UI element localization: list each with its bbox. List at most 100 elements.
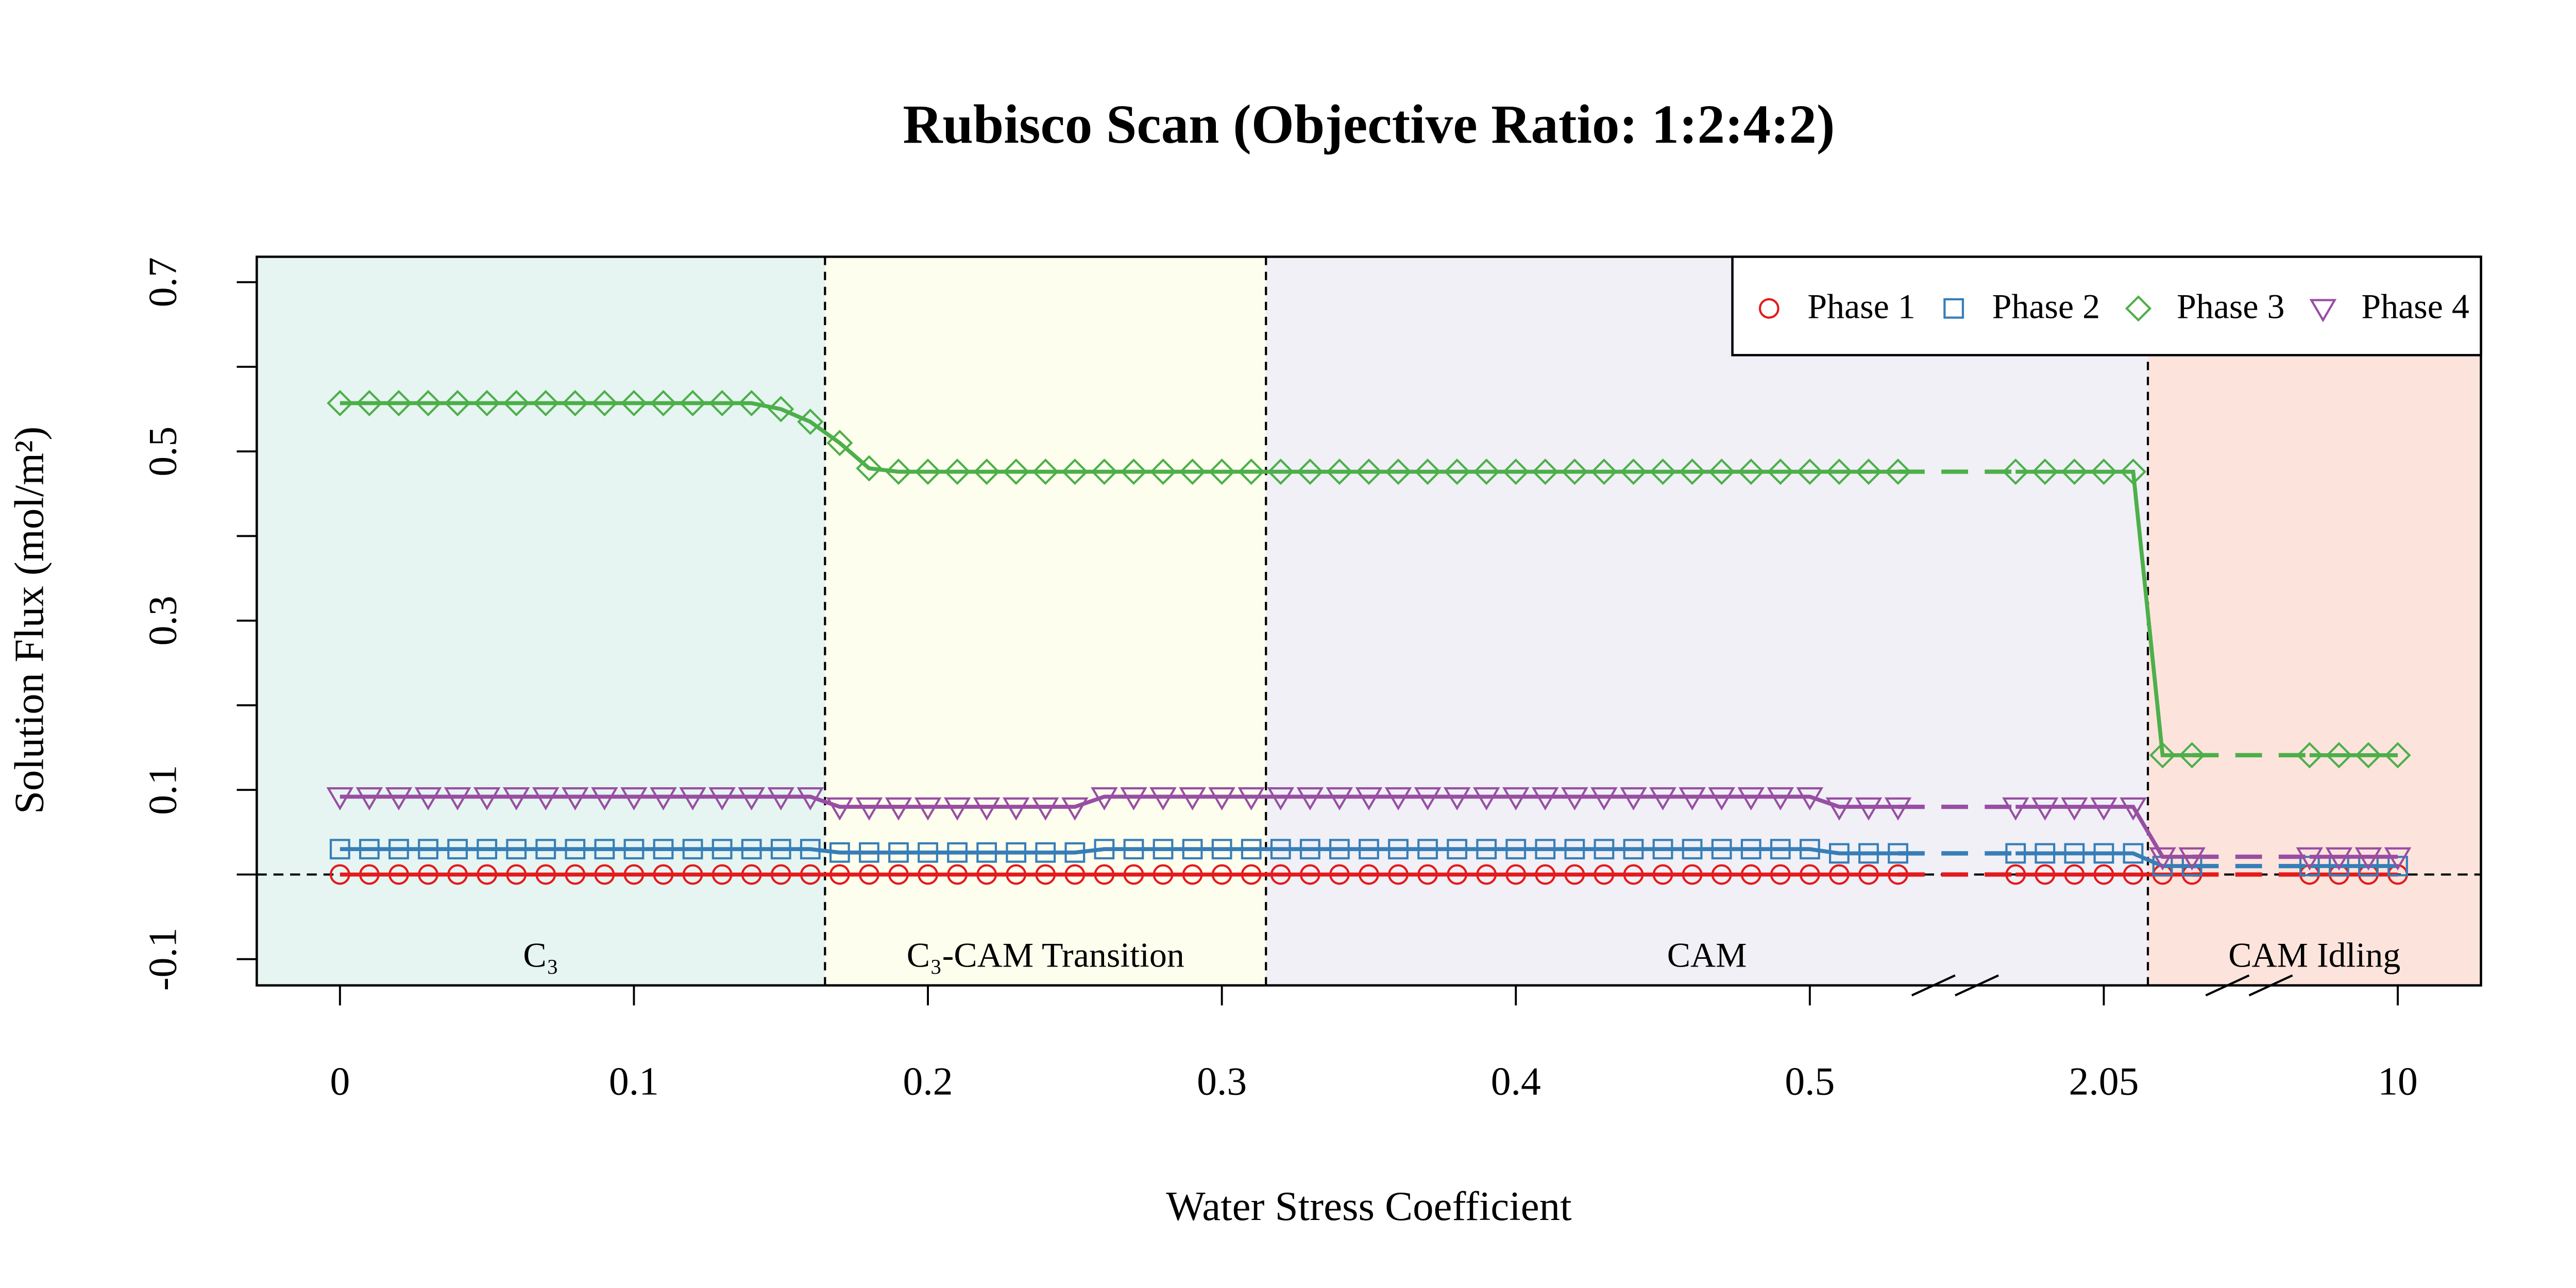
marker <box>418 839 438 860</box>
marker <box>1770 864 1791 885</box>
region <box>1266 257 2148 986</box>
marker <box>1708 787 1735 811</box>
marker <box>2178 742 2206 769</box>
marker <box>329 864 350 885</box>
marker <box>477 864 498 885</box>
marker <box>885 458 912 485</box>
marker <box>1296 787 1324 811</box>
marker <box>1708 458 1735 485</box>
marker <box>829 864 850 885</box>
marker <box>1359 839 1379 860</box>
y-tick-label: 0.7 <box>140 257 184 307</box>
marker <box>1208 787 1235 811</box>
marker <box>385 389 412 417</box>
marker <box>1770 839 1791 860</box>
marker <box>1737 787 1765 811</box>
marker <box>1505 839 1527 860</box>
marker <box>2123 843 2144 864</box>
marker <box>447 864 468 885</box>
series-line <box>340 794 2398 859</box>
marker <box>1532 787 1559 811</box>
marker <box>741 839 762 860</box>
marker <box>856 455 883 482</box>
marker <box>623 864 645 885</box>
marker <box>532 787 560 811</box>
marker <box>356 389 383 417</box>
marker <box>1885 458 1911 485</box>
marker <box>1035 842 1056 863</box>
marker <box>1649 787 1676 811</box>
marker <box>1123 864 1144 885</box>
marker <box>1417 839 1438 860</box>
marker <box>1179 787 1206 811</box>
marker <box>1006 842 1027 863</box>
marker <box>1238 787 1265 811</box>
marker <box>1532 458 1558 485</box>
marker <box>2064 843 2085 864</box>
marker <box>1564 864 1585 885</box>
marker <box>503 389 530 417</box>
legend-marker <box>2125 295 2152 322</box>
marker <box>650 787 677 811</box>
y-tick-label: 0.3 <box>140 596 184 646</box>
marker <box>1444 458 1470 485</box>
marker <box>444 389 471 417</box>
legend-box <box>1731 256 2482 357</box>
x-tick-label: 0.5 <box>1785 1059 1835 1104</box>
marker <box>1003 458 1029 485</box>
marker <box>855 797 883 821</box>
marker <box>2325 847 2353 871</box>
marker <box>1094 839 1115 860</box>
y-axis-label: Solution Flux (mol/m²) <box>6 427 52 814</box>
marker <box>1120 787 1147 811</box>
marker <box>1241 864 1262 885</box>
marker <box>1649 458 1676 485</box>
marker <box>565 864 586 885</box>
marker <box>770 864 791 885</box>
marker <box>1826 458 1853 485</box>
marker <box>679 389 706 417</box>
marker <box>1329 864 1350 885</box>
marker <box>1858 864 1879 885</box>
marker <box>2326 742 2352 769</box>
marker <box>1385 458 1412 485</box>
marker <box>711 839 733 860</box>
marker <box>1388 839 1409 860</box>
marker <box>1799 839 1820 860</box>
marker <box>1061 797 1089 821</box>
marker <box>918 842 938 863</box>
marker <box>473 787 501 811</box>
marker <box>888 842 909 863</box>
marker <box>708 787 736 811</box>
marker <box>329 839 350 860</box>
marker <box>653 864 674 885</box>
marker <box>444 787 471 811</box>
marker <box>1443 787 1471 811</box>
legend-label: Phase 4 <box>2361 287 2469 326</box>
marker <box>976 842 997 863</box>
legend-label: Phase 2 <box>1992 287 2100 326</box>
marker <box>1797 458 1823 485</box>
marker <box>506 839 527 860</box>
marker <box>973 797 1001 821</box>
marker <box>2178 847 2206 871</box>
marker <box>1359 864 1379 885</box>
marker <box>1153 864 1174 885</box>
marker <box>2090 797 2117 821</box>
marker <box>1652 864 1673 885</box>
marker <box>947 842 968 863</box>
marker <box>973 458 1000 485</box>
marker <box>355 787 383 811</box>
marker <box>797 409 824 435</box>
marker <box>2120 797 2147 821</box>
marker <box>1270 839 1291 860</box>
legend-marker <box>1758 298 1780 319</box>
marker <box>2002 458 2029 485</box>
marker <box>1091 458 1118 485</box>
region <box>257 257 825 986</box>
marker <box>653 839 674 860</box>
marker <box>770 839 791 860</box>
marker <box>1388 864 1409 885</box>
